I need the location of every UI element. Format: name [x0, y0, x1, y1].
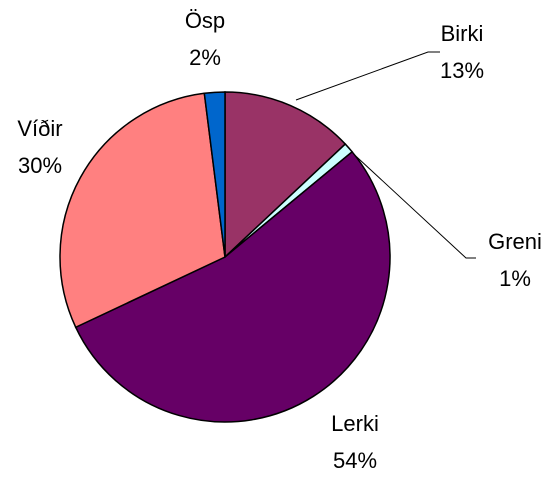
value-label: 54%: [333, 448, 377, 473]
category-label: Lerki: [331, 411, 379, 436]
leader-line: [295, 51, 440, 101]
value-label: 1%: [499, 266, 531, 291]
leader-line: [345, 146, 476, 259]
category-label: Greni: [488, 229, 542, 254]
pie-slice: [224, 91, 347, 259]
pie-slice: [59, 92, 226, 329]
value-label: 30%: [18, 153, 62, 178]
category-label: Birki: [441, 21, 484, 46]
pie-slice: [74, 150, 391, 423]
value-label: 13%: [440, 58, 484, 83]
category-label: Víðir: [17, 116, 62, 141]
pie-slice: [203, 91, 226, 258]
value-label: 2%: [189, 45, 221, 70]
category-label: Ösp: [185, 8, 225, 33]
